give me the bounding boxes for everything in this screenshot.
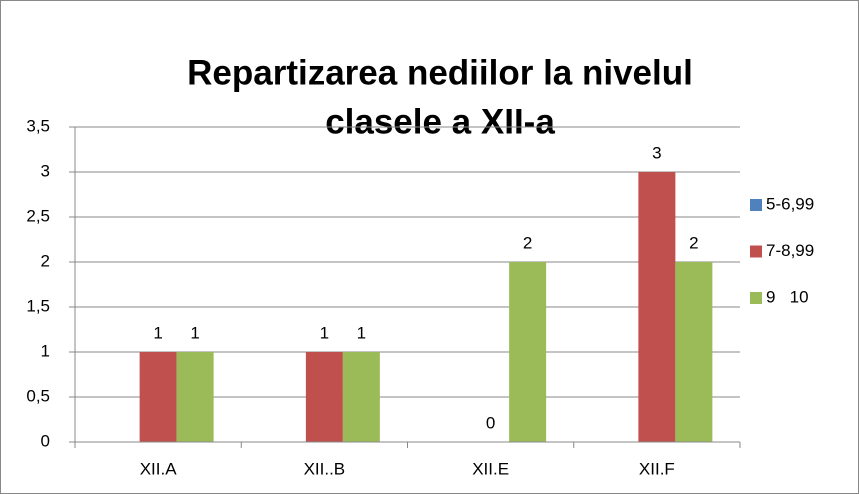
x-tick-label: XII.F — [639, 459, 675, 478]
y-tick-label: 1 — [41, 341, 50, 360]
legend-swatch — [750, 199, 762, 211]
data-label: 2 — [689, 233, 698, 252]
data-label: 0 — [486, 413, 495, 432]
y-tick-label: 2,5 — [26, 206, 50, 225]
legend-label: 7-8,99 — [766, 241, 814, 260]
bar — [675, 262, 713, 442]
bar — [342, 352, 380, 442]
data-label: 1 — [153, 323, 162, 342]
x-tick-label: XII.E — [472, 459, 509, 478]
legend-swatch — [750, 245, 762, 258]
chart-title: clasele a XII-a — [325, 102, 555, 141]
bar — [139, 352, 177, 442]
y-tick-label: 0,5 — [26, 386, 50, 405]
data-label: 1 — [190, 323, 199, 342]
x-tick-label: XII.A — [140, 459, 178, 478]
bar — [638, 172, 676, 442]
y-tick-label: 3 — [41, 161, 50, 180]
data-label: 3 — [652, 143, 661, 162]
bar — [509, 262, 547, 442]
y-tick-label: 1,5 — [26, 296, 50, 315]
y-tick-label: 0 — [41, 431, 50, 450]
y-tick-label: 2 — [41, 251, 50, 270]
chart-title: Repartizarea nediilor la nivelul — [187, 53, 693, 92]
bar — [305, 352, 343, 442]
legend-label: 9 10 — [766, 287, 809, 306]
data-label: 1 — [320, 323, 329, 342]
data-label: 1 — [357, 323, 366, 342]
y-tick-label: 3,5 — [26, 116, 50, 135]
legend-label: 5-6,99 — [766, 194, 814, 213]
x-tick-label: XII..B — [304, 459, 346, 478]
bar — [176, 352, 214, 442]
data-label: 2 — [523, 233, 532, 252]
legend-swatch — [750, 292, 762, 304]
